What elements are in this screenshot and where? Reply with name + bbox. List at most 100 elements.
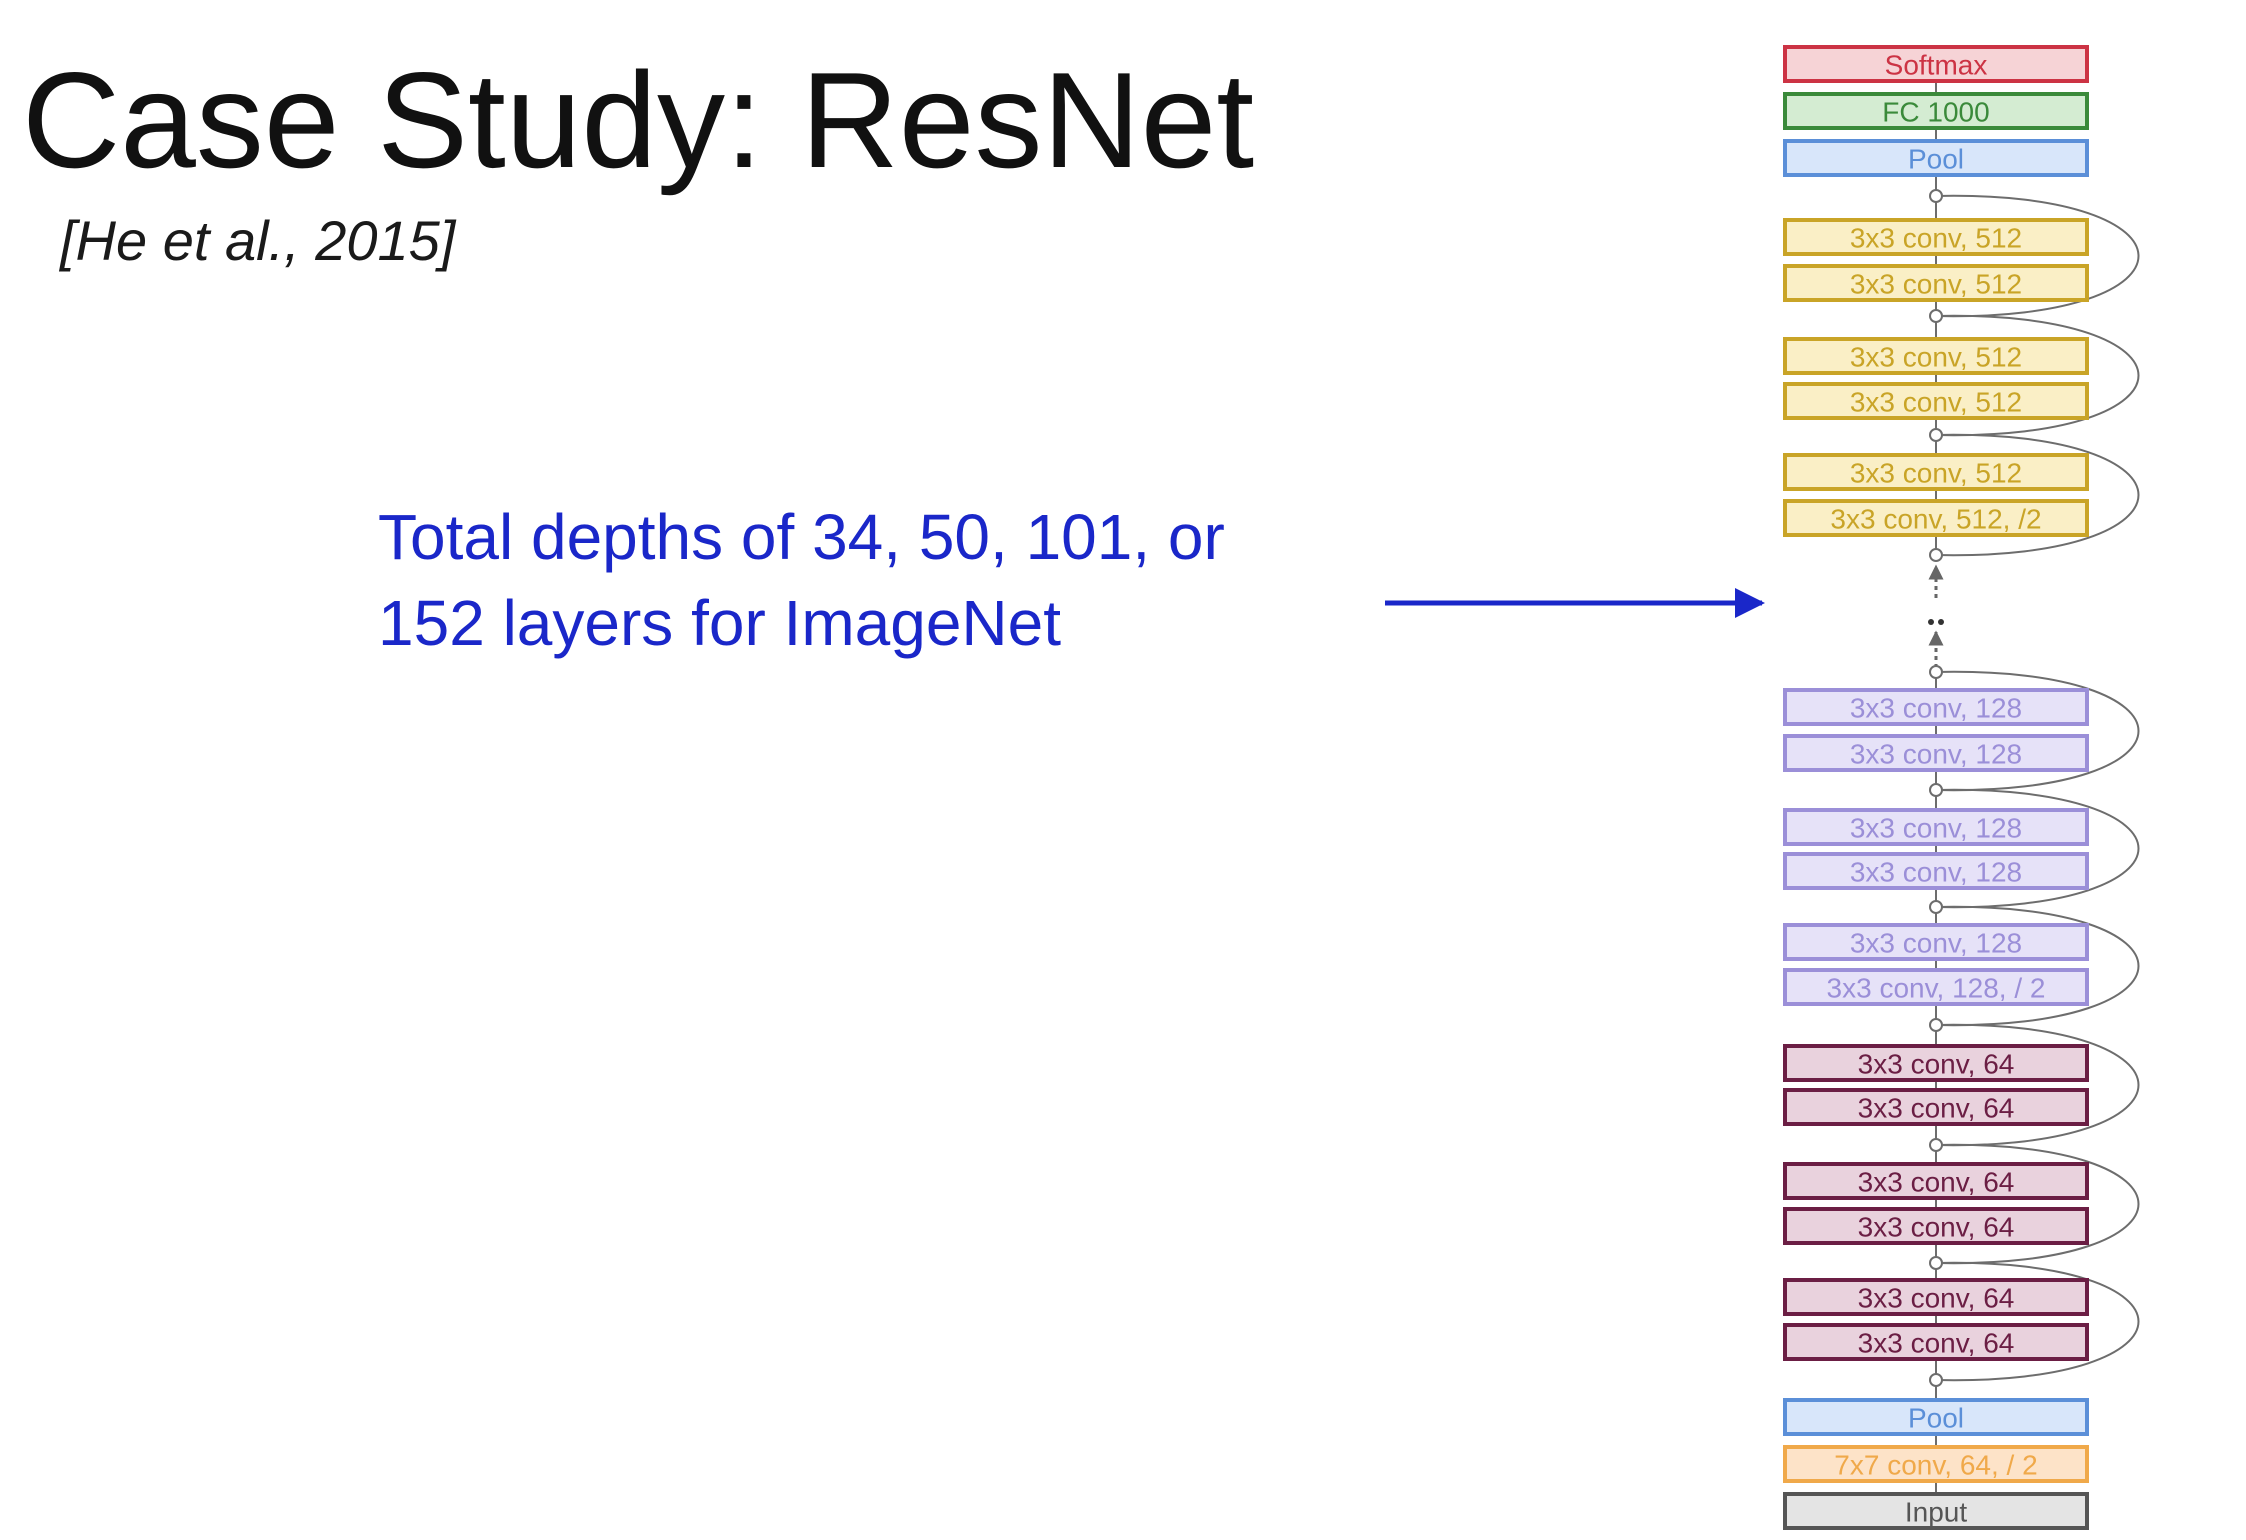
skip-connection-curve (1935, 433, 2140, 557)
layer-block: 3x3 conv, 64 (1783, 1278, 2089, 1316)
layer-block: 3x3 conv, 128 (1783, 734, 2089, 772)
layer-block: 3x3 conv, 512, /2 (1783, 499, 2089, 537)
layer-block: 7x7 conv, 64, / 2 (1783, 1445, 2089, 1483)
layer-block: Input (1783, 1492, 2089, 1530)
layer-label: Pool (1908, 1403, 1964, 1434)
layer-block: 3x3 conv, 64 (1783, 1323, 2089, 1361)
skip-connection-curve (1935, 670, 2140, 792)
layer-box (1783, 688, 2089, 726)
layer-label: Softmax (1885, 50, 1988, 81)
skip-connection-node (1929, 1373, 1943, 1387)
layer-block: 3x3 conv, 128 (1783, 688, 2089, 726)
layer-label: 3x3 conv, 64 (1858, 1049, 2015, 1080)
skip-connection-node (1929, 665, 1943, 679)
layer-box (1783, 1207, 2089, 1245)
layer-box (1783, 139, 2089, 177)
layer-label: 3x3 conv, 512, /2 (1830, 504, 2041, 535)
layer-block: 3x3 conv, 64 (1783, 1044, 2089, 1082)
layer-block: 3x3 conv, 64 (1783, 1162, 2089, 1200)
layer-block: 3x3 conv, 128 (1783, 808, 2089, 846)
layer-box (1783, 382, 2089, 420)
skip-connection-node (1929, 548, 1943, 562)
skip-connection-curve (1935, 1143, 2140, 1265)
skip-connection-curve (1935, 788, 2140, 909)
layer-box (1783, 499, 2089, 537)
layer-box (1783, 734, 2089, 772)
layer-box (1783, 808, 2089, 846)
layer-box (1783, 1445, 2089, 1483)
layer-box (1783, 968, 2089, 1006)
skip-connection-node (1929, 1256, 1943, 1270)
layer-label: 3x3 conv, 512 (1850, 342, 2022, 373)
layer-label: 3x3 conv, 512 (1850, 458, 2022, 489)
layer-box (1783, 1492, 2089, 1530)
layer-box (1783, 45, 2089, 83)
layer-label: 3x3 conv, 64 (1858, 1093, 2015, 1124)
skip-connection-node (1929, 309, 1943, 323)
layer-block: 3x3 conv, 64 (1783, 1088, 2089, 1126)
skip-connection-curve (1935, 314, 2140, 437)
slide-title: Case Study: ResNet (22, 44, 1255, 196)
layer-block: Pool (1783, 1398, 2089, 1436)
layer-block: Pool (1783, 139, 2089, 177)
skip-connection-node (1929, 900, 1943, 914)
layer-block: 3x3 conv, 512 (1783, 264, 2089, 302)
layer-label: FC 1000 (1882, 97, 1989, 128)
continuation-dot (1938, 619, 1944, 625)
skip-connection-curve (1935, 905, 2140, 1027)
layer-box (1783, 1162, 2089, 1200)
layer-box (1783, 218, 2089, 256)
layer-label: 3x3 conv, 128 (1850, 813, 2022, 844)
layer-block: 3x3 conv, 512 (1783, 218, 2089, 256)
layer-block: 3x3 conv, 128 (1783, 852, 2089, 890)
skip-connection-curve (1935, 194, 2140, 318)
annotation-line-1: Total depths of 34, 50, 101, or (378, 501, 1225, 573)
continuation-dot (1928, 619, 1934, 625)
slide-citation: [He et al., 2015] (60, 209, 456, 272)
layer-label: 3x3 conv, 128, / 2 (1827, 973, 2046, 1004)
layer-label: 3x3 conv, 512 (1850, 223, 2022, 254)
layer-block: 3x3 conv, 64 (1783, 1207, 2089, 1245)
layer-box (1783, 453, 2089, 491)
layer-label: 3x3 conv, 128 (1850, 928, 2022, 959)
layer-label: 3x3 conv, 128 (1850, 693, 2022, 724)
layer-block: FC 1000 (1783, 92, 2089, 130)
layer-label: 3x3 conv, 128 (1850, 857, 2022, 888)
skip-connection-curve (1935, 1023, 2140, 1147)
depth-annotation: Total depths of 34, 50, 101, or 152 laye… (378, 494, 1225, 666)
layer-label: 3x3 conv, 512 (1850, 387, 2022, 418)
skip-connection-node (1929, 1138, 1943, 1152)
skip-connection-curve (1935, 1261, 2140, 1382)
layer-block: 3x3 conv, 512 (1783, 337, 2089, 375)
layer-label: 3x3 conv, 64 (1858, 1283, 2015, 1314)
skip-connection-node (1929, 1018, 1943, 1032)
layer-box (1783, 923, 2089, 961)
layer-box (1783, 1088, 2089, 1126)
layer-label: 7x7 conv, 64, / 2 (1834, 1450, 2037, 1481)
layer-box (1783, 1278, 2089, 1316)
layer-label: Pool (1908, 144, 1964, 175)
skip-connection-node (1929, 189, 1943, 203)
layer-block: Softmax (1783, 45, 2089, 83)
layer-label: Input (1905, 1497, 1967, 1528)
layer-block: 3x3 conv, 512 (1783, 382, 2089, 420)
layer-block: 3x3 conv, 512 (1783, 453, 2089, 491)
skip-connection-node (1929, 783, 1943, 797)
layer-box (1783, 92, 2089, 130)
layer-box (1783, 852, 2089, 890)
layer-label: 3x3 conv, 64 (1858, 1212, 2015, 1243)
skip-connection-node (1929, 428, 1943, 442)
layer-label: 3x3 conv, 64 (1858, 1328, 2015, 1359)
layer-box (1783, 1398, 2089, 1436)
annotation-line-2: 152 layers for ImageNet (378, 587, 1061, 659)
layer-box (1783, 1323, 2089, 1361)
layer-label: 3x3 conv, 512 (1850, 269, 2022, 300)
layer-block: 3x3 conv, 128 (1783, 923, 2089, 961)
layer-box (1783, 337, 2089, 375)
layer-label: 3x3 conv, 64 (1858, 1167, 2015, 1198)
layer-box (1783, 1044, 2089, 1082)
layer-block: 3x3 conv, 128, / 2 (1783, 968, 2089, 1006)
layer-label: 3x3 conv, 128 (1850, 739, 2022, 770)
layer-box (1783, 264, 2089, 302)
